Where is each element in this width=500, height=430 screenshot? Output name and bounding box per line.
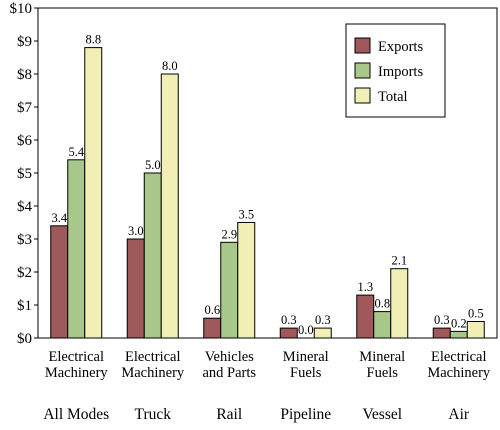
y-tick-label: $6 [17, 133, 33, 149]
bar-total-4 [390, 268, 409, 339]
data-label-imports-1: 5.0 [145, 158, 161, 172]
data-label-imports-3: 0.0 [298, 323, 314, 337]
legend-label-total: Total [378, 89, 408, 105]
y-tick-label: $9 [17, 34, 32, 50]
data-label-exports-5: 0.3 [434, 313, 450, 327]
y-tick-label: $3 [17, 232, 32, 248]
legend-swatch-exports [354, 37, 371, 54]
mode-label-1: Truck [135, 406, 172, 423]
bar-exports-0 [50, 225, 69, 339]
y-tick-label: $2 [17, 265, 32, 281]
bar-total-1 [160, 73, 179, 339]
data-label-exports-4: 1.3 [357, 280, 373, 294]
plot-frame [37, 7, 498, 339]
data-label-exports-3: 0.3 [281, 313, 297, 327]
bar-imports-0 [67, 159, 86, 339]
data-label-imports-5: 0.2 [451, 316, 467, 330]
bar-imports-2 [220, 241, 239, 339]
bar-exports-5 [432, 327, 451, 339]
bar-total-2 [237, 222, 256, 339]
y-tick-label: $7 [17, 100, 33, 116]
bar-imports-1 [143, 172, 162, 339]
legend-swatch-total [354, 87, 371, 104]
y-tick-label: $4 [17, 199, 33, 215]
mode-label-5: Air [448, 406, 470, 423]
y-axis: $0 $1 $2 $3 $4 $5 $6 $7 $8 $9 $10 [10, 1, 38, 347]
category-label-2: Vehicles and Parts [202, 349, 256, 381]
mode-label-4: Vessel [362, 406, 402, 423]
bar-imports-4 [373, 311, 392, 339]
data-label-imports-0: 5.4 [68, 145, 84, 159]
y-tick-label: $8 [17, 67, 32, 83]
bar-exports-1 [126, 238, 145, 339]
mode-label-3: Pipeline [280, 406, 331, 423]
category-label-1: Electrical Machinery [121, 349, 185, 381]
legend-swatch-imports [354, 62, 371, 79]
category-label-3: Mineral Fuels [283, 349, 329, 381]
data-label-total-5: 0.5 [468, 307, 484, 321]
y-tick-label: $5 [17, 166, 32, 182]
category-labels: Electrical Machinery Electrical Machinery Ve… [45, 349, 491, 381]
category-label-4: Mineral Fuels [359, 349, 405, 381]
bar-imports-5 [449, 330, 468, 339]
data-label-exports-1: 3.0 [128, 224, 144, 238]
bar-total-3 [313, 327, 332, 339]
category-label-0: Electrical Machinery [45, 349, 109, 381]
data-label-total-3: 0.3 [315, 313, 331, 327]
mode-label-2: Rail [216, 406, 242, 423]
legend-label-exports: Exports [378, 39, 423, 55]
data-label-total-2: 3.5 [238, 208, 254, 222]
data-label-total-4: 2.1 [391, 254, 407, 268]
data-label-imports-2: 2.9 [221, 227, 237, 241]
bar-exports-4 [356, 294, 375, 339]
bar-total-0 [84, 47, 103, 339]
data-label-total-1: 8.0 [162, 59, 178, 73]
legend-label-imports: Imports [378, 64, 423, 80]
bar-total-5 [466, 321, 485, 339]
y-tick-label: $0 [17, 331, 32, 347]
data-label-imports-4: 0.8 [374, 297, 390, 311]
data-label-exports-2: 0.6 [204, 303, 220, 317]
data-label-exports-0: 3.4 [51, 211, 67, 225]
mode-labels: All Modes Truck Rail Pipeline Vessel Air [43, 406, 470, 423]
y-tick-label: $1 [17, 298, 32, 314]
mode-label-0: All Modes [43, 406, 109, 423]
data-labels: 3.45.48.83.05.08.00.62.93.50.30.00.31.30… [51, 33, 483, 337]
data-label-total-0: 8.8 [85, 33, 101, 47]
bar-exports-2 [203, 317, 222, 339]
bar-exports-3 [279, 327, 298, 339]
legend: Exports Imports Total [345, 23, 446, 118]
y-tick-label: $10 [10, 1, 33, 17]
category-label-5: Electrical Machinery [427, 349, 491, 381]
